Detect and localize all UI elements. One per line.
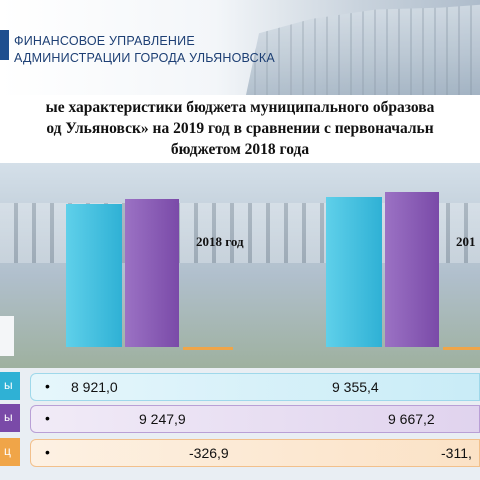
category-label-2019: 201 [456,234,476,249]
title-line2: од Ульяновск» на 2019 год в сравнении с … [46,120,434,137]
row-label-cell: ы [0,372,20,400]
bar-deficit-2018 [183,347,233,350]
row-bullet: • [45,410,50,426]
bar-income-2018 [66,203,122,347]
row-values-cell: • -326,9 -311, [30,439,480,467]
table-row-expense: ы • 9 247,9 9 667,2 [0,404,480,433]
row-label-cell: ц [0,438,20,466]
row-label-cell: ы [0,404,20,432]
bar-expense-2018 [125,198,179,347]
logo-icon [0,30,9,60]
title-line3: бюджетом 2018 года [170,141,310,158]
table-row-deficit: ц • -326,9 -311, [0,438,480,467]
row-label: ы [4,410,13,424]
row-label: ц [4,444,11,458]
title-line1: ые характеристики бюджета муниципального… [45,99,435,116]
bar-deficit-2019 [443,347,480,350]
value-2019: -311, [441,445,472,461]
row-bullet: • [45,444,50,460]
category-label-2018: 2018 год [196,234,244,249]
chart-axis-panel [0,316,14,356]
bar-expense-2019 [385,192,439,347]
row-values-cell: • 8 921,0 9 355,4 [30,373,480,401]
value-2019: 9 667,2 [388,411,435,427]
row-label: ы [4,378,13,392]
title-band [0,95,480,163]
org-name-line2: АДМИНИСТРАЦИИ ГОРОДА УЛЬЯНОВСКА [14,51,275,65]
org-name-line1: ФИНАНСОВОЕ УПРАВЛЕНИЕ [14,34,195,48]
bar-income-2019 [326,196,382,347]
value-2018: 8 921,0 [71,379,118,395]
table-row-income: ы • 8 921,0 9 355,4 [0,372,480,401]
value-2018: -326,9 [189,445,229,461]
row-bullet: • [45,378,50,394]
value-2018: 9 247,9 [139,411,186,427]
value-2019: 9 355,4 [332,379,379,395]
row-values-cell: • 9 247,9 9 667,2 [30,405,480,433]
